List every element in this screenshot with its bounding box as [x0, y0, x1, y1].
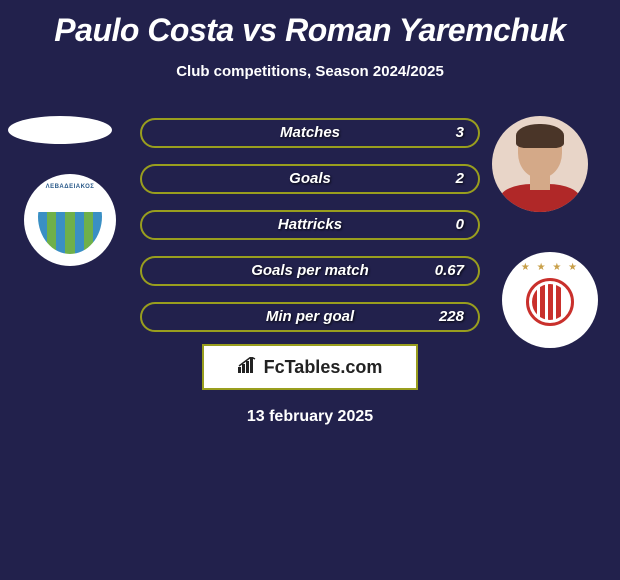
stat-label: Min per goal: [142, 304, 478, 330]
stat-label: Hattricks: [142, 212, 478, 238]
stat-row-matches: Matches 3: [140, 118, 480, 148]
stat-label: Matches: [142, 120, 478, 146]
player1-club-badge: ΛΕΒΑΔΕΙΑΚΟΣ: [24, 174, 116, 266]
subtitle: Club competitions, Season 2024/2025: [0, 63, 620, 80]
stat-row-goals: Goals 2: [140, 164, 480, 194]
stat-right-value: 0: [456, 212, 464, 238]
stat-right-value: 228: [439, 304, 464, 330]
stat-right-value: 2: [456, 166, 464, 192]
player2-name: Roman Yaremchuk: [285, 12, 566, 48]
stat-right-value: 3: [456, 120, 464, 146]
stat-bars: Matches 3 Goals 2 Hattricks 0 Goals per …: [140, 118, 480, 348]
stat-label: Goals: [142, 166, 478, 192]
player1-name: Paulo Costa: [54, 12, 233, 48]
stat-row-min-per-goal: Min per goal 228: [140, 302, 480, 332]
player2-club-badge: ★ ★ ★ ★: [502, 252, 598, 348]
date-text: 13 february 2025: [0, 408, 620, 426]
logo-text: FcTables.com: [264, 357, 383, 378]
club-right-stars: ★ ★ ★ ★: [502, 262, 598, 273]
club-left-shield: [38, 186, 102, 254]
player2-avatar: [492, 116, 588, 212]
page-title: Paulo Costa vs Roman Yaremchuk: [0, 0, 620, 49]
player1-avatar: [8, 116, 112, 144]
vs-text: vs: [242, 12, 277, 48]
stat-right-value: 0.67: [435, 258, 464, 284]
stat-row-goals-per-match: Goals per match 0.67: [140, 256, 480, 286]
stat-label: Goals per match: [142, 258, 478, 284]
stat-row-hattricks: Hattricks 0: [140, 210, 480, 240]
source-logo: FcTables.com: [202, 344, 418, 390]
content-area: ΛΕΒΑΔΕΙΑΚΟΣ ★ ★ ★ ★ Matches: [0, 116, 620, 336]
chart-icon: [238, 357, 258, 378]
